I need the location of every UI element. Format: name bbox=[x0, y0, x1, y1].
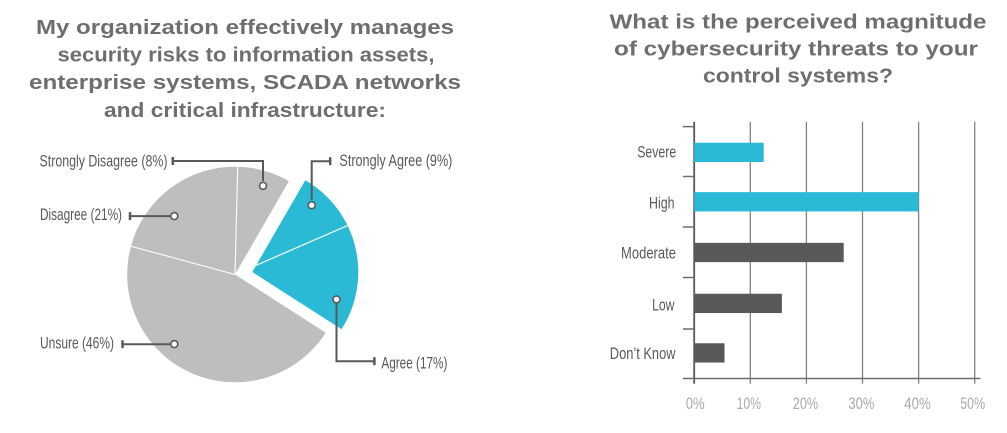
svg-text:40%: 40% bbox=[904, 395, 931, 413]
svg-text:Strongly Agree (9%): Strongly Agree (9%) bbox=[339, 152, 452, 170]
svg-text:Moderate: Moderate bbox=[621, 244, 676, 262]
svg-text:Low: Low bbox=[652, 296, 674, 314]
svg-text:enterprise systems, SCADA netw: enterprise systems, SCADA networks bbox=[29, 71, 461, 94]
svg-text:What is the perceived magnitud: What is the perceived magnitude bbox=[610, 10, 987, 33]
svg-text:Strongly Disagree (8%): Strongly Disagree (8%) bbox=[40, 152, 168, 170]
svg-text:Agree (17%): Agree (17%) bbox=[381, 355, 447, 373]
svg-text:and critical infrastructure:: and critical infrastructure: bbox=[104, 99, 386, 122]
svg-text:10%: 10% bbox=[737, 395, 762, 413]
svg-text:My organization effectively ma: My organization effectively manages bbox=[36, 16, 454, 39]
svg-text:control systems?: control systems? bbox=[703, 65, 893, 88]
svg-text:Severe: Severe bbox=[637, 143, 676, 161]
svg-text:Don’t Know: Don’t Know bbox=[610, 345, 676, 363]
svg-text:security risks to information: security risks to information assets, bbox=[58, 44, 435, 67]
svg-text:Unsure (46%): Unsure (46%) bbox=[40, 334, 114, 352]
svg-text:50%: 50% bbox=[960, 395, 985, 413]
svg-text:Disagree (21%): Disagree (21%) bbox=[40, 206, 122, 224]
svg-text:30%: 30% bbox=[848, 395, 874, 413]
svg-text:High: High bbox=[649, 195, 675, 213]
svg-text:of cybersecurity threats to yo: of cybersecurity threats to your bbox=[614, 37, 978, 60]
svg-text:20%: 20% bbox=[793, 395, 819, 413]
svg-text:0%: 0% bbox=[686, 395, 705, 413]
